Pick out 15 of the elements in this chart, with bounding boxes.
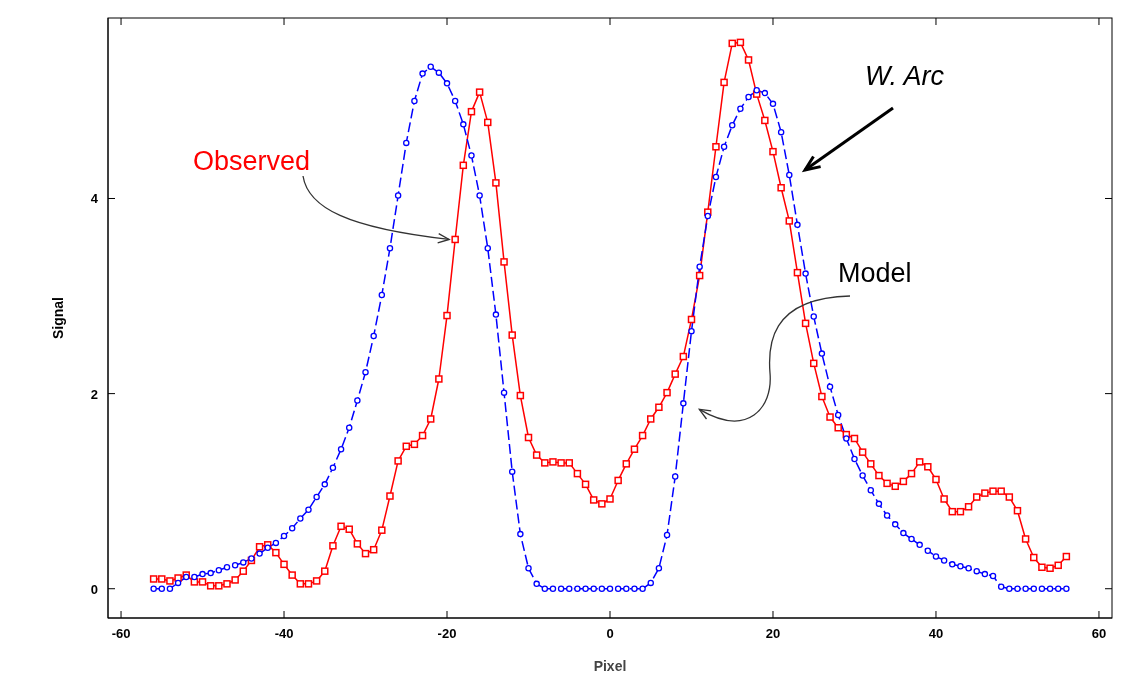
- x-tick-label: -60: [111, 626, 131, 641]
- y-tick-label: 0: [90, 581, 98, 597]
- y-tick-label: 4: [90, 191, 99, 207]
- x-tick-label: -20: [437, 626, 457, 641]
- x-tick-label: 0: [606, 626, 614, 641]
- y-axis-title: Signal: [49, 296, 66, 340]
- x-tick-label: 20: [765, 626, 781, 641]
- x-tick-label: -40: [274, 626, 294, 641]
- y-tick-label: 2: [90, 386, 98, 402]
- x-tick-label: 60: [1091, 626, 1107, 641]
- series-label: Model: [838, 258, 912, 288]
- x-tick-label: 40: [928, 626, 944, 641]
- annotation: W. Arc: [865, 61, 945, 91]
- x-axis-title: Pixel: [593, 658, 627, 674]
- text: Observed: [193, 146, 311, 176]
